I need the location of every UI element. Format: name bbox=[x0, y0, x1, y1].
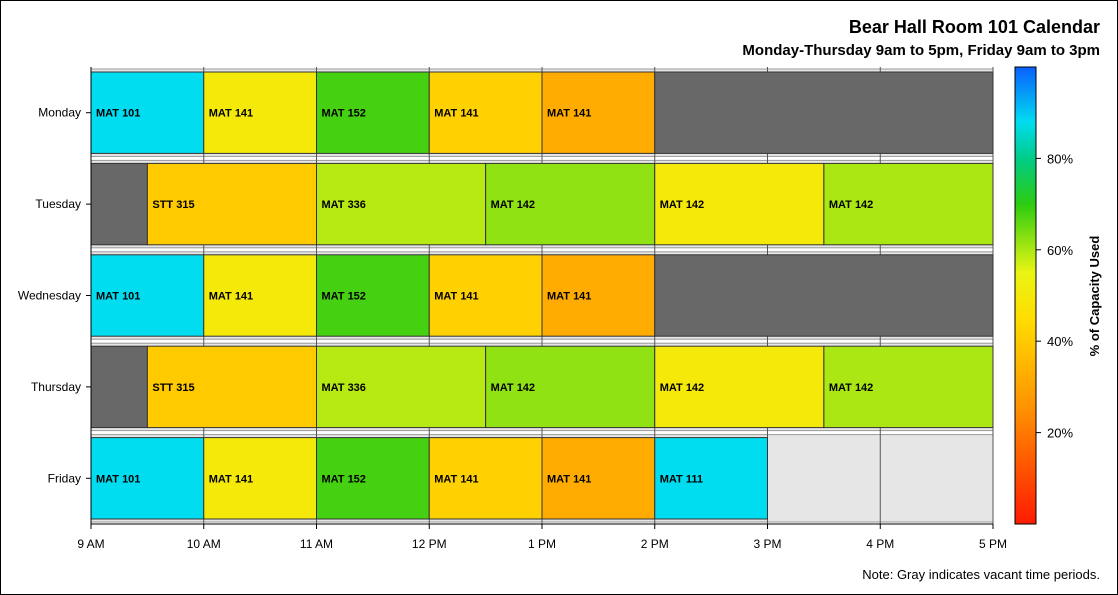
x-tick-label: 3 PM bbox=[753, 537, 781, 551]
booking-label: MAT 142 bbox=[829, 382, 873, 394]
chart-title: Bear Hall Room 101 Calendar bbox=[849, 17, 1100, 37]
colorbar-tick-label: 80% bbox=[1047, 151, 1073, 166]
x-tick-label: 9 AM bbox=[77, 537, 104, 551]
booking-bar bbox=[90, 254, 205, 337]
colorbar-tick-label: 40% bbox=[1047, 334, 1073, 349]
chart-note: Note: Gray indicates vacant time periods… bbox=[862, 567, 1100, 582]
booking-label: MAT 101 bbox=[96, 291, 140, 303]
y-tick-label: Tuesday bbox=[35, 197, 81, 211]
booking-bar bbox=[90, 437, 205, 520]
booking-bar bbox=[203, 437, 317, 520]
booking-bar bbox=[316, 345, 487, 429]
booking-label: MAT 141 bbox=[547, 291, 591, 303]
booking-label: MAT 142 bbox=[829, 199, 873, 211]
booking-bar bbox=[485, 162, 656, 246]
booking-bar bbox=[90, 71, 205, 154]
vacant-bar bbox=[90, 345, 148, 429]
booking-bar bbox=[203, 71, 317, 154]
booking-bar bbox=[316, 162, 487, 246]
vacant-bar bbox=[654, 71, 994, 154]
x-tick-label: 10 AM bbox=[187, 537, 221, 551]
colorbar-gradient bbox=[1014, 66, 1037, 525]
booking-bar bbox=[823, 162, 994, 246]
booking-label: STT 315 bbox=[152, 382, 194, 394]
booking-bar bbox=[146, 345, 317, 429]
booking-bar bbox=[485, 345, 656, 429]
vacant-bar bbox=[654, 254, 994, 337]
booking-label: MAT 142 bbox=[491, 199, 535, 211]
booking-label: MAT 141 bbox=[209, 108, 253, 120]
colorbar-tick-label: 60% bbox=[1047, 243, 1073, 258]
x-tick-label: 1 PM bbox=[528, 537, 556, 551]
booking-label: MAT 141 bbox=[209, 291, 253, 303]
chart-subtitle: Monday-Thursday 9am to 5pm, Friday 9am t… bbox=[742, 42, 1100, 59]
colorbar: 20% 40% 60% 80% bbox=[1014, 66, 1073, 525]
booking-label: MAT 152 bbox=[322, 108, 366, 120]
booking-label: MAT 141 bbox=[547, 473, 591, 485]
booking-bar bbox=[428, 71, 543, 154]
y-tick-label: Monday bbox=[38, 106, 81, 120]
booking-bar bbox=[654, 345, 825, 429]
booking-bar bbox=[654, 437, 768, 520]
x-tick-label: 12 PM bbox=[412, 537, 447, 551]
booking-bar bbox=[316, 71, 430, 154]
booking-label: MAT 141 bbox=[434, 291, 478, 303]
x-tick-label: 11 AM bbox=[300, 537, 333, 551]
booking-label: MAT 142 bbox=[660, 382, 704, 394]
booking-label: STT 315 bbox=[152, 199, 194, 211]
booking-bar bbox=[541, 71, 656, 154]
y-tick-label: Thursday bbox=[31, 380, 81, 394]
y-tick-label: Friday bbox=[48, 471, 81, 485]
booking-bar bbox=[541, 254, 656, 337]
booking-label: MAT 141 bbox=[434, 473, 478, 485]
booking-bar bbox=[823, 345, 994, 429]
booking-label: MAT 152 bbox=[322, 291, 366, 303]
booking-label: MAT 101 bbox=[96, 473, 140, 485]
booking-label: MAT 141 bbox=[209, 473, 253, 485]
booking-label: MAT 142 bbox=[491, 382, 535, 394]
x-tick-label: 4 PM bbox=[866, 537, 894, 551]
vacant-bar bbox=[90, 162, 148, 246]
booking-label: MAT 152 bbox=[322, 473, 366, 485]
booking-label: MAT 141 bbox=[547, 108, 591, 120]
colorbar-label: % of Capacity Used bbox=[1087, 236, 1102, 357]
y-tick-label: Wednesday bbox=[18, 289, 81, 303]
booking-bar bbox=[316, 254, 430, 337]
booking-label: MAT 101 bbox=[96, 108, 140, 120]
booking-label: MAT 336 bbox=[322, 382, 366, 394]
booking-label: MAT 141 bbox=[434, 108, 478, 120]
x-tick-label: 5 PM bbox=[979, 537, 1007, 551]
booking-label: MAT 142 bbox=[660, 199, 704, 211]
plot-area: MAT 101 MAT 141 MAT 152 MAT 141 MAT 141 STT 3… bbox=[18, 67, 1007, 551]
booking-bar bbox=[654, 162, 825, 246]
booking-bar bbox=[203, 254, 317, 337]
booking-label: MAT 111 bbox=[660, 473, 703, 485]
x-tick-label: 2 PM bbox=[641, 537, 669, 551]
colorbar-tick-label: 20% bbox=[1047, 426, 1073, 441]
booking-label: MAT 336 bbox=[322, 199, 366, 211]
booking-bar bbox=[541, 437, 656, 520]
booking-bar bbox=[428, 437, 543, 520]
